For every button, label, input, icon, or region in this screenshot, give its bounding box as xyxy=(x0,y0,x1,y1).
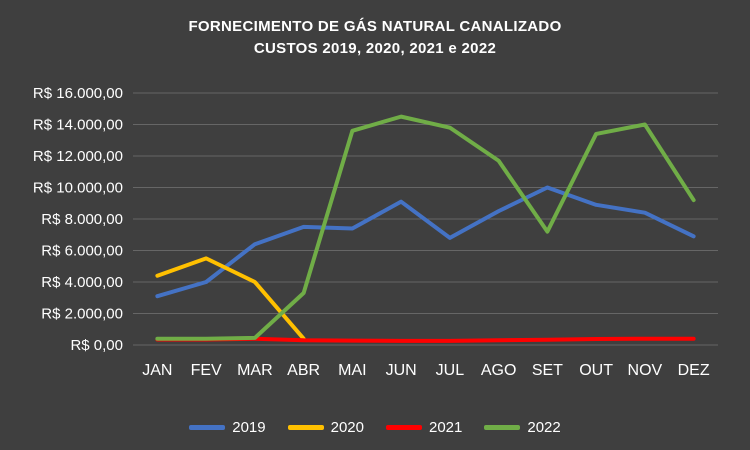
y-tick-label: R$ 10.000,00 xyxy=(33,180,123,197)
y-tick-label: R$ 14.000,00 xyxy=(33,117,123,134)
legend-label-2019: 2019 xyxy=(232,419,266,436)
legend-item-2019: 2019 xyxy=(189,419,266,436)
legend-swatch-2022 xyxy=(484,425,521,430)
y-tick-label: R$ 12.000,00 xyxy=(33,148,123,165)
y-tick-label: R$ 16.000,00 xyxy=(33,85,123,102)
legend-swatch-2021 xyxy=(386,425,422,430)
x-tick-label: MAI xyxy=(338,362,366,379)
x-tick-label: NOV xyxy=(628,362,663,379)
y-tick-label: R$ 6.000,00 xyxy=(41,243,123,260)
legend-label-2022: 2022 xyxy=(527,419,561,436)
x-tick-label: DEZ xyxy=(678,362,710,379)
legend-swatch-2020 xyxy=(287,425,324,430)
x-tick-label: JUN xyxy=(386,362,417,379)
x-tick-label: JUL xyxy=(436,362,465,379)
legend-item-2020: 2020 xyxy=(287,419,364,436)
legend-item-2022: 2022 xyxy=(484,419,561,436)
x-tick-label: ABR xyxy=(287,362,320,379)
x-tick-label: FEV xyxy=(191,362,222,379)
x-tick-label: AGO xyxy=(481,362,517,379)
y-tick-label: R$ 4.000,00 xyxy=(41,274,123,291)
series-line-2019 xyxy=(155,185,696,299)
x-tick-label: MAR xyxy=(237,362,273,379)
legend-item-2021: 2021 xyxy=(386,419,462,436)
chart-legend: 2019 2020 2021 2022 xyxy=(0,419,750,436)
y-tick-label: R$ 8.000,00 xyxy=(41,211,123,228)
y-tick-label: R$ 2.000,00 xyxy=(41,306,123,323)
legend-label-2020: 2020 xyxy=(330,419,364,436)
x-tick-label: OUT xyxy=(579,362,613,379)
x-tick-label: SET xyxy=(532,362,563,379)
chart-title: FORNECIMENTO DE GÁS NATURAL CANALIZADO C… xyxy=(0,16,750,60)
series-line-2022 xyxy=(155,114,696,341)
y-tick-label: R$ 0,00 xyxy=(70,337,123,354)
series-line-2020 xyxy=(155,256,306,341)
chart-title-line1: FORNECIMENTO DE GÁS NATURAL CANALIZADO xyxy=(188,18,562,35)
legend-label-2021: 2021 xyxy=(429,419,463,436)
legend-swatch-2019 xyxy=(189,425,226,430)
chart-title-line2: CUSTOS 2019, 2020, 2021 e 2022 xyxy=(253,40,497,57)
x-tick-label: JAN xyxy=(142,362,172,379)
